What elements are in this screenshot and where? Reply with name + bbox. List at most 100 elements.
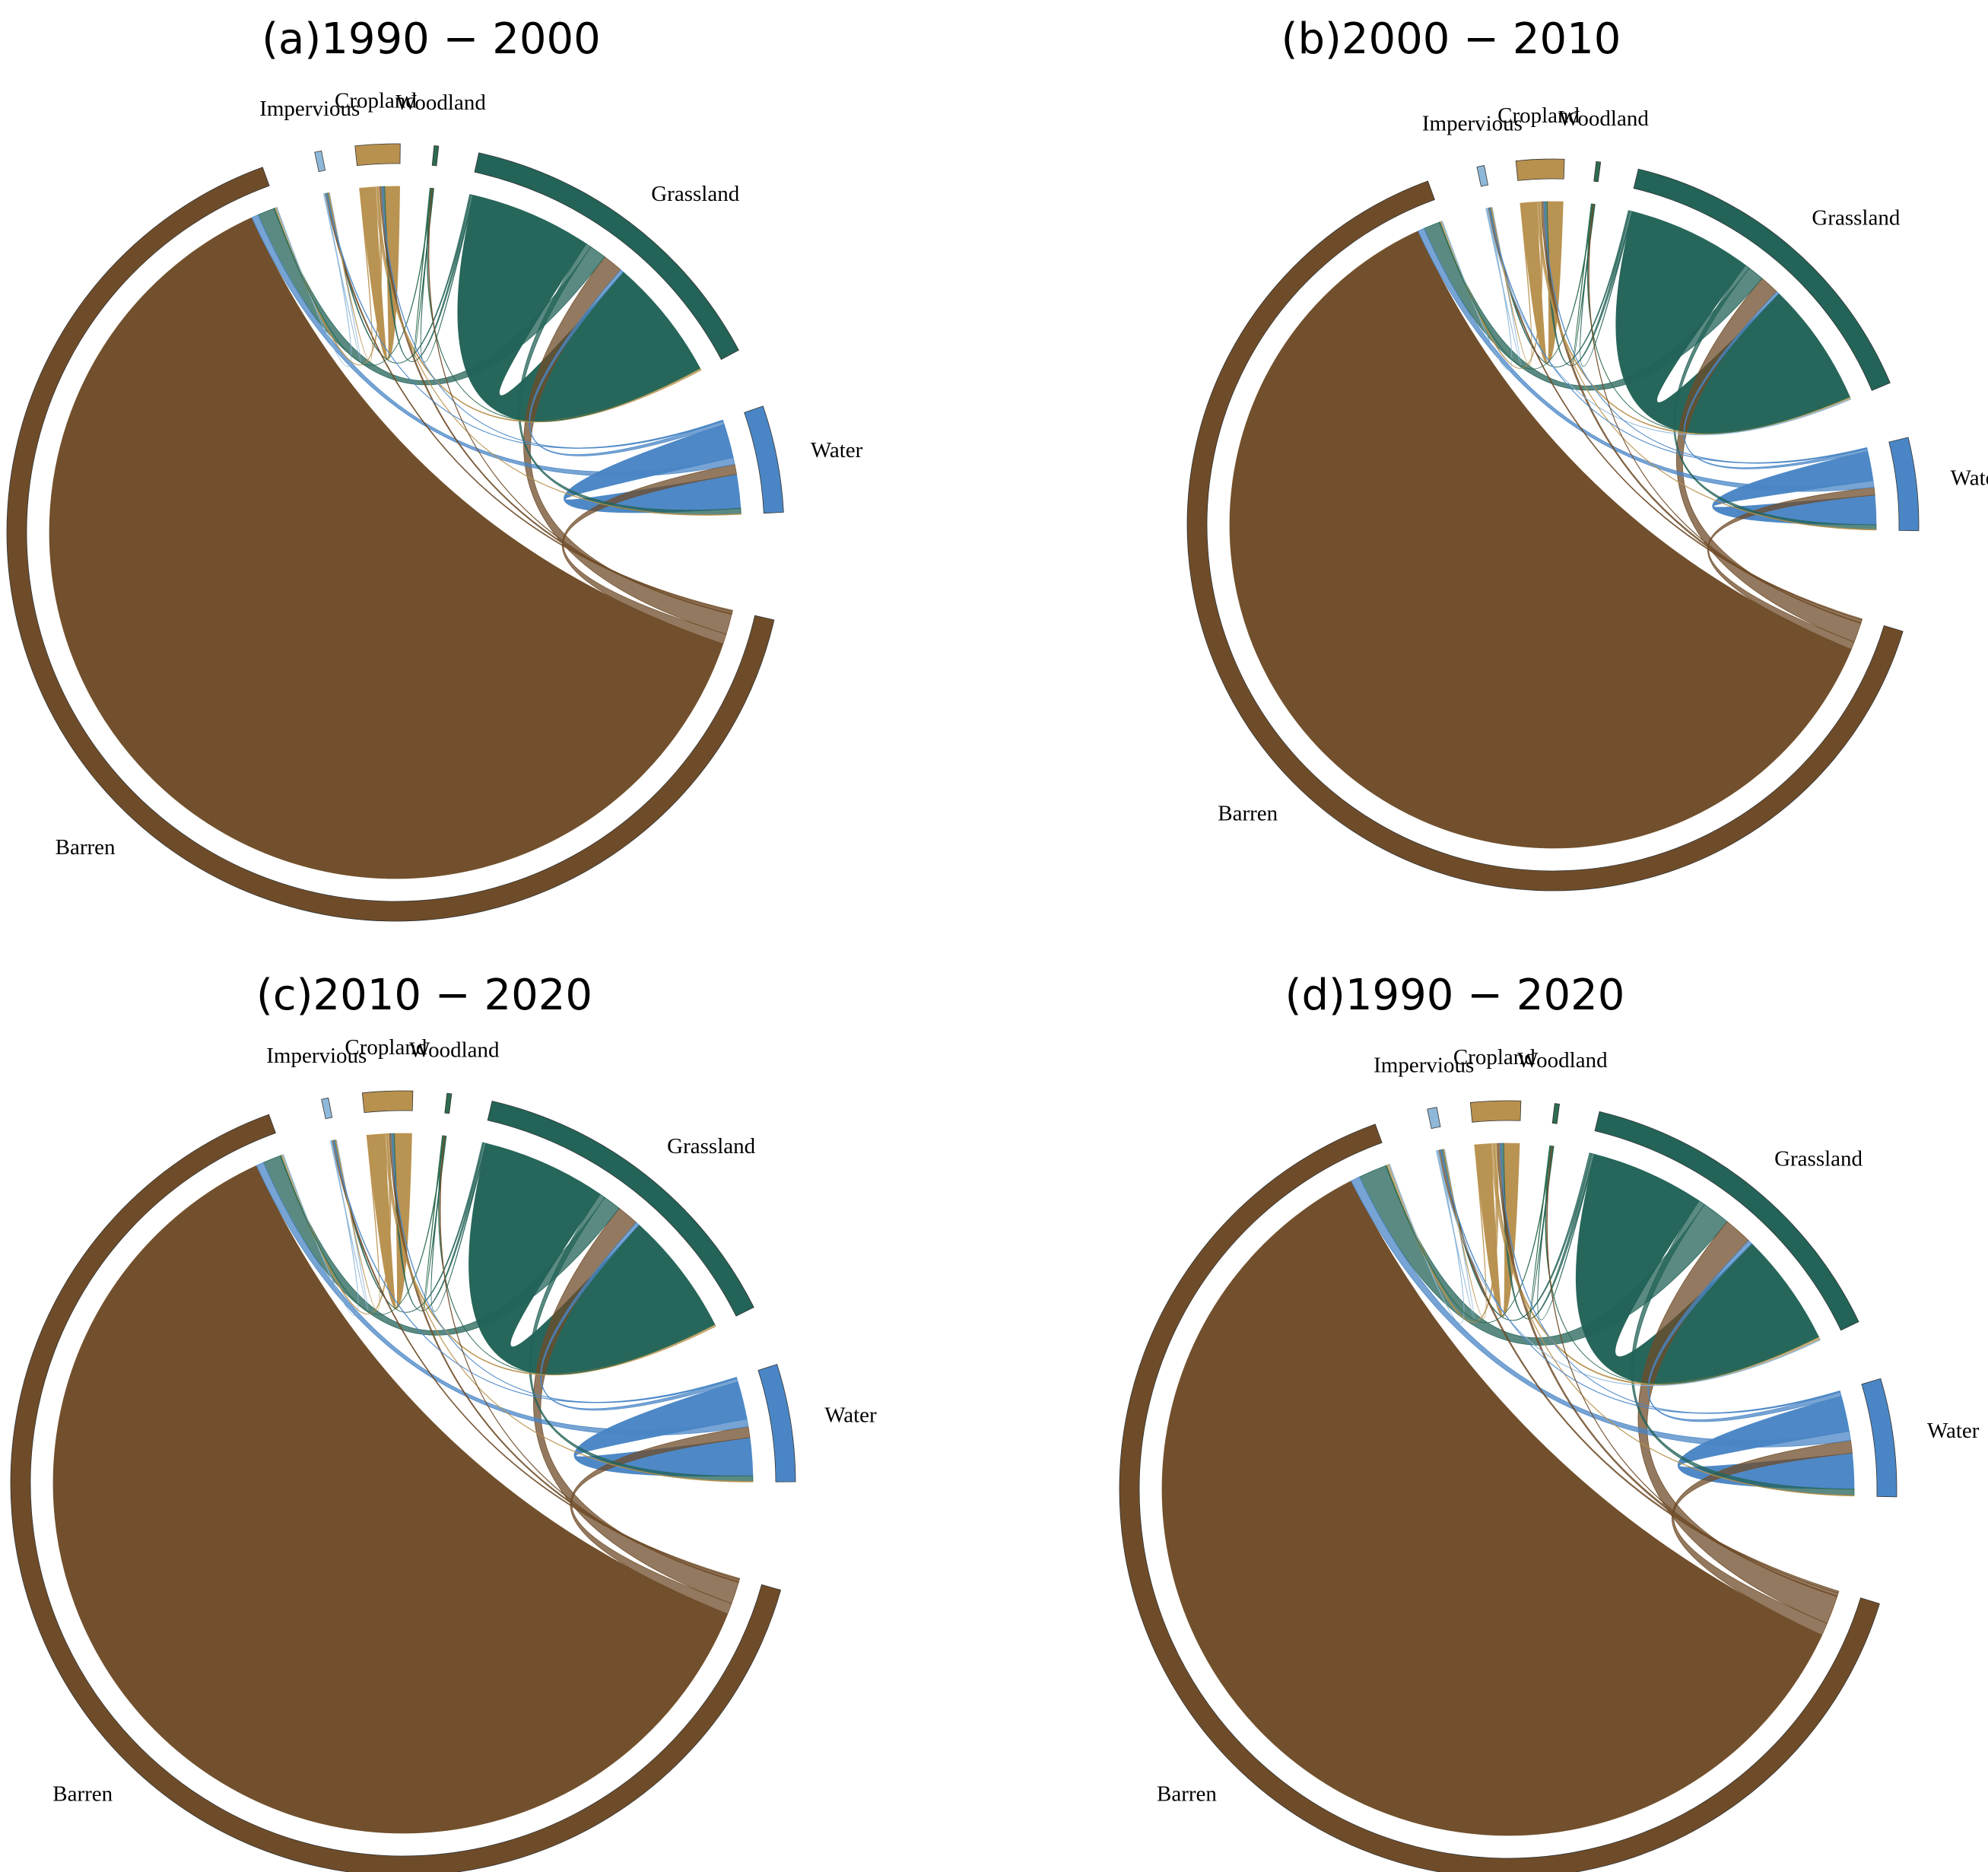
sector-label: Grassland <box>651 182 739 206</box>
sector-ring <box>10 1114 782 1872</box>
sector-ring <box>474 152 739 361</box>
sector-ring <box>487 1100 754 1317</box>
sector-label: Water <box>1927 1419 1980 1443</box>
chord <box>279 1135 445 1315</box>
sector-ring <box>1476 165 1488 187</box>
sector-label: Grassland <box>1774 1147 1863 1171</box>
chord <box>438 1135 716 1375</box>
chord <box>391 1133 738 1403</box>
sector-label: Water <box>811 438 863 462</box>
chord-panel: (d)1990 − 2020 ImperviousCroplandWoodland… <box>1119 971 1980 1872</box>
chord <box>427 188 732 615</box>
chord <box>1497 1143 1839 1597</box>
chord <box>1493 1143 1855 1497</box>
sector-ring <box>431 145 440 167</box>
sector-label: Impervious <box>1373 1054 1474 1078</box>
chord <box>1443 1144 1487 1319</box>
chord-panel: (a)1990 − 2000 ImperviousCroplandWoodland… <box>6 14 863 922</box>
chord <box>1673 265 1877 530</box>
chord <box>1545 1145 1819 1384</box>
sector-label: Woodland <box>1517 1048 1608 1073</box>
chord <box>282 1140 359 1316</box>
sector-label: Water <box>824 1403 877 1428</box>
sector-ring <box>1633 168 1891 391</box>
chord <box>376 186 742 516</box>
panel-title: (b)2000 − 2010 <box>1281 14 1621 64</box>
chord <box>1631 1200 1855 1496</box>
chord <box>1543 201 1868 464</box>
panel-title: (d)1990 − 2020 <box>1285 971 1625 1020</box>
sector-label: Woodland <box>409 1038 500 1063</box>
chord <box>1500 1143 1841 1414</box>
sector-ring <box>354 143 401 167</box>
chord <box>540 1222 738 1411</box>
sector-ring <box>1888 437 1920 532</box>
sector-label: Barren <box>56 835 116 860</box>
chord <box>1647 1240 1842 1422</box>
chord <box>273 187 433 366</box>
chord <box>1490 202 1532 366</box>
chord <box>1441 208 1513 370</box>
chord <box>1439 203 1594 370</box>
chord <box>256 1162 749 1436</box>
sector-ring <box>314 150 326 173</box>
sector-label: Barren <box>1157 1782 1217 1807</box>
chord-panel: (b)2000 − 2010 ImperviousCroplandWoodland… <box>1186 14 1988 892</box>
chord <box>1417 227 1875 492</box>
sector-ring <box>6 167 775 922</box>
chord <box>1436 1150 1821 1387</box>
chord <box>1588 203 1862 625</box>
chord <box>529 269 725 456</box>
chord <box>413 187 435 361</box>
chord <box>381 186 724 449</box>
chord-panel: (c)2010 − 2020 ImperviousCroplandWoodland… <box>10 971 877 1872</box>
sector-label: Grassland <box>1812 206 1900 230</box>
chord <box>1486 208 1852 436</box>
sector-ring <box>1593 161 1602 183</box>
sector-label: Cropland <box>345 1035 427 1060</box>
sector-label: Woodland <box>1558 106 1649 131</box>
chord <box>518 243 742 516</box>
sector-ring <box>1427 1107 1441 1130</box>
chord <box>1388 1149 1465 1324</box>
chord <box>1350 1176 1851 1448</box>
sector-label: Cropland <box>335 88 417 113</box>
sector-label: Cropland <box>1453 1045 1535 1069</box>
sector-label: Water <box>1951 466 1988 491</box>
sector-ring <box>444 1092 453 1114</box>
sector-label: Grassland <box>667 1134 755 1158</box>
sector-label: Barren <box>52 1782 113 1807</box>
sector-ring <box>361 1090 414 1114</box>
sector-label: Barren <box>1218 801 1278 825</box>
chord <box>386 1133 754 1483</box>
chord <box>439 1135 739 1583</box>
chord <box>1229 230 1852 849</box>
sector-ring <box>1119 1124 1880 1872</box>
panel-title: (a)1990 − 2000 <box>262 14 601 64</box>
chord <box>1683 291 1869 469</box>
chord <box>276 193 352 367</box>
sector-ring <box>1594 1111 1859 1331</box>
sector-ring <box>1551 1103 1561 1124</box>
panel-title: (c)2010 − 2020 <box>256 971 592 1020</box>
chord <box>251 214 735 477</box>
sector-label: Impervious <box>259 97 360 121</box>
sector-ring <box>1186 180 1904 892</box>
chord <box>328 187 373 362</box>
chord <box>1385 1146 1552 1324</box>
sector-ring <box>1469 1100 1522 1123</box>
chord <box>426 187 701 422</box>
sector-ring <box>1861 1378 1897 1498</box>
sector-ring <box>321 1097 333 1120</box>
sector-ring <box>1515 158 1565 181</box>
sector-label: Cropland <box>1497 103 1580 128</box>
chord <box>335 1134 380 1311</box>
sector-label: Impervious <box>1422 111 1523 135</box>
sector-label: Woodland <box>395 91 486 115</box>
sector-label: Impervious <box>266 1044 367 1068</box>
sector-ring <box>757 1364 796 1483</box>
sector-ring <box>744 405 784 514</box>
chord <box>1161 1181 1823 1836</box>
chord <box>529 1193 754 1482</box>
